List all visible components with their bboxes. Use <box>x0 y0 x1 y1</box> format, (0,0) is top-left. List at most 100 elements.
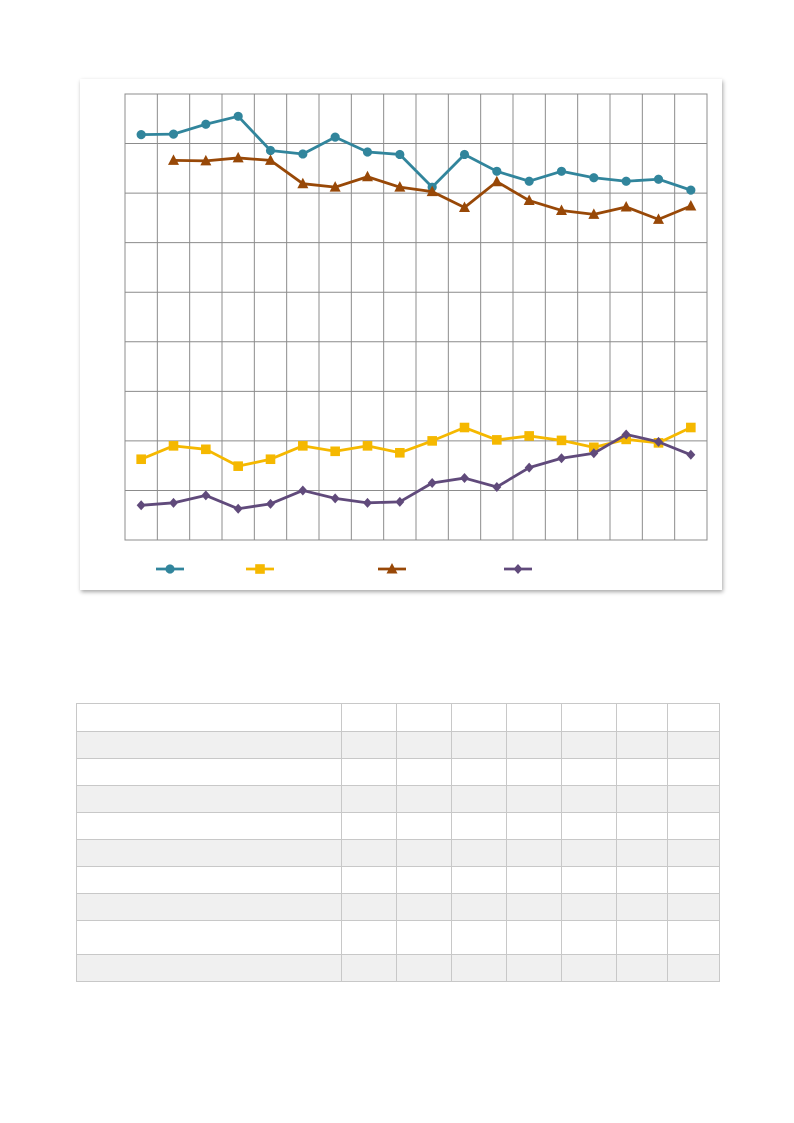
series-1-point <box>330 132 340 142</box>
chart-card <box>80 79 722 590</box>
table-cell <box>506 866 562 894</box>
series-line-1 <box>141 114 692 192</box>
table-row <box>76 866 720 894</box>
table-cell <box>341 785 397 813</box>
table-cell <box>616 954 668 982</box>
table-cell <box>451 731 507 759</box>
series-3-point <box>168 154 179 165</box>
series-3-point <box>523 194 535 206</box>
table-cell <box>396 866 452 894</box>
series-3-point <box>200 154 212 166</box>
series-4-point <box>330 493 340 504</box>
table-cell <box>667 920 720 955</box>
series-1-point <box>459 149 470 160</box>
series-2-point <box>298 441 308 451</box>
table-cell <box>76 920 342 955</box>
table-cell <box>667 839 720 867</box>
table-cell <box>396 920 452 955</box>
series-1-point <box>621 176 631 186</box>
table-cell <box>506 920 562 955</box>
series-4-point <box>492 481 502 492</box>
series-2-point <box>459 422 470 433</box>
series-2-point <box>395 447 405 458</box>
series-2-point <box>233 461 243 471</box>
series-3-point <box>329 181 341 192</box>
series-2-point <box>686 422 696 433</box>
series-3-point <box>426 185 438 197</box>
table-cell <box>451 893 507 921</box>
series-line-4 <box>141 433 692 511</box>
series-4-point <box>395 496 405 507</box>
series-4-point <box>460 473 469 484</box>
table-cell <box>396 893 452 921</box>
table-cell <box>76 839 342 867</box>
table-row <box>76 731 720 759</box>
table-cell <box>396 812 452 840</box>
series-2-point <box>556 435 567 446</box>
table-cell <box>506 758 562 786</box>
table-cell <box>561 839 617 867</box>
table-cell <box>76 731 342 759</box>
table-cell <box>561 954 617 982</box>
table-cell <box>451 839 507 867</box>
series-4-point <box>524 462 534 473</box>
table-cell <box>396 785 452 813</box>
series-2-point <box>201 444 211 455</box>
legend-marker-4 <box>513 564 523 574</box>
series-1-point <box>492 166 502 176</box>
series-2-point <box>265 454 276 465</box>
table-cell <box>76 758 342 786</box>
table-cell <box>396 758 452 786</box>
table-cell <box>76 954 342 982</box>
series-1-point <box>233 111 243 121</box>
series-2-point <box>492 435 502 445</box>
series-1-point <box>589 173 599 183</box>
table-cell <box>76 866 342 894</box>
series-3-point <box>685 199 697 211</box>
series-1-point <box>168 129 179 139</box>
table-cell <box>616 866 668 894</box>
table-cell <box>616 785 668 813</box>
series-3-point <box>297 177 309 189</box>
table-cell <box>506 731 562 759</box>
series-1-point <box>686 185 696 195</box>
series-4-point <box>201 490 211 501</box>
series-3-point <box>394 181 406 192</box>
series-2-point <box>136 454 146 465</box>
table-cell <box>561 703 617 732</box>
table-cell <box>341 954 397 982</box>
series-3-point <box>232 151 244 163</box>
series-4-point <box>621 429 631 440</box>
table-cell <box>341 703 397 732</box>
table-cell <box>451 866 507 894</box>
series-3-point <box>653 213 664 224</box>
legend-marker-3 <box>386 563 398 574</box>
table-cell <box>667 731 720 759</box>
series-2-point <box>362 441 373 451</box>
table-cell <box>506 839 562 867</box>
table-cell <box>561 893 617 921</box>
table-cell <box>451 703 507 732</box>
series-4-point <box>363 497 372 508</box>
series-3-point <box>620 200 632 212</box>
table-cell <box>616 758 668 786</box>
series-3-point <box>265 154 276 165</box>
table-cell <box>616 839 668 867</box>
table-row <box>76 893 720 921</box>
table-cell <box>506 812 562 840</box>
table-cell <box>506 954 562 982</box>
table-cell <box>667 893 720 921</box>
table-cell <box>506 785 562 813</box>
table-cell <box>561 920 617 955</box>
table-cell <box>76 703 342 732</box>
table-row <box>76 703 720 732</box>
table-row <box>76 920 720 955</box>
series-1-point <box>265 145 276 156</box>
table-cell <box>341 758 397 786</box>
series-2-point <box>524 431 534 441</box>
series-3-point <box>491 175 503 187</box>
series-4-point <box>136 500 146 511</box>
table-cell <box>616 893 668 921</box>
table-cell <box>341 839 397 867</box>
table-cell <box>76 785 342 813</box>
